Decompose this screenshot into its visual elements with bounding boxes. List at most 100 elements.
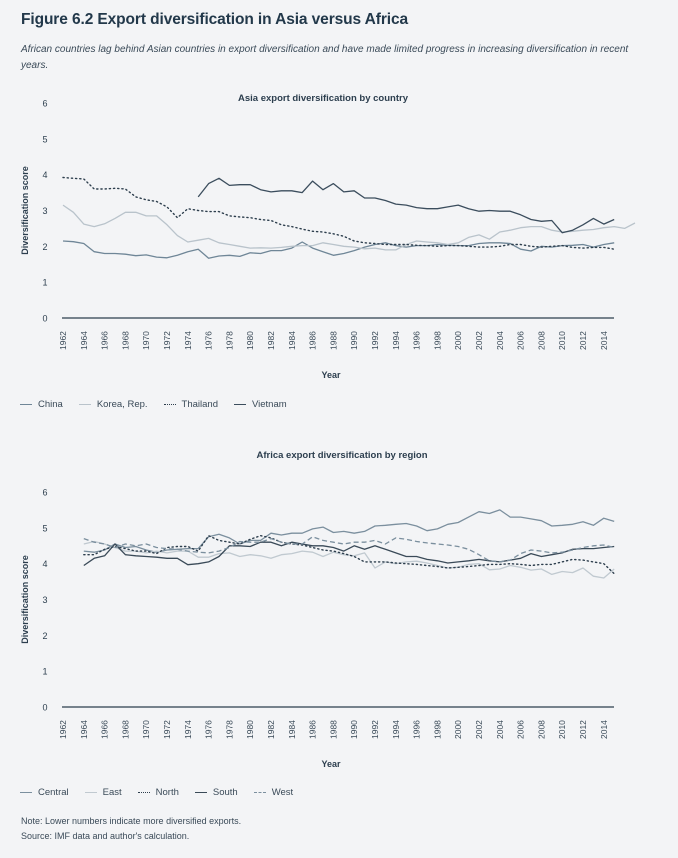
x-tick-label: 1978 — [224, 720, 234, 739]
x-tick-label: 1968 — [120, 331, 130, 350]
chart-title: Africa export diversification by region — [256, 450, 427, 461]
legend-label: China — [38, 399, 63, 410]
series-line-vietnam — [197, 177, 615, 234]
x-tick-label: 1982 — [266, 331, 276, 350]
legend-swatch — [20, 792, 32, 793]
x-tick-label: 1986 — [308, 331, 318, 350]
x-tick-label: 2010 — [557, 331, 567, 350]
legend-item-central: Central — [20, 787, 69, 798]
legend-label: East — [102, 787, 122, 798]
x-tick-label: 2002 — [474, 331, 484, 350]
x-tick-label: 1972 — [162, 331, 172, 350]
x-tick-label: 1976 — [204, 331, 214, 350]
x-tick-label: 2006 — [516, 720, 526, 739]
x-tick-label: 1988 — [328, 331, 338, 350]
legend-item-korea-rep: Korea, Rep. — [78, 399, 148, 410]
x-tick-label: 2002 — [474, 720, 484, 739]
series-line-korea-rep — [62, 204, 636, 251]
x-tick-label: 1962 — [58, 720, 68, 739]
x-tick-label: 1970 — [141, 720, 151, 739]
series-line-thailand — [62, 176, 615, 250]
x-tick-label: 1998 — [432, 720, 442, 739]
x-tick-label: 2006 — [516, 331, 526, 350]
series-line-china — [62, 240, 615, 259]
legend-item-east: East — [84, 787, 122, 798]
x-tick-label: 2014 — [599, 720, 609, 739]
y-tick-label: 4 — [42, 559, 47, 569]
x-tick-label: 1994 — [391, 720, 401, 739]
legend-swatch — [194, 792, 207, 793]
x-tick-label: 1986 — [308, 720, 318, 739]
y-tick-label: 1 — [42, 667, 47, 677]
x-tick-label: 1964 — [79, 720, 89, 739]
x-tick-label: 1964 — [79, 331, 89, 350]
figure-title: Figure 6.2 Export diversification in Asi… — [21, 11, 409, 28]
series-line-south — [83, 541, 615, 567]
x-tick-label: 2004 — [495, 720, 505, 739]
legend-item-west: West — [253, 787, 294, 798]
y-axis-label: Diversification score — [20, 166, 30, 255]
legend-item-china: China — [20, 399, 63, 410]
legend-swatch — [233, 404, 246, 405]
x-tick-label: 1972 — [162, 720, 172, 739]
x-tick-label: 2014 — [599, 331, 609, 350]
x-tick-label: 1976 — [204, 720, 214, 739]
x-tick-label: 1996 — [412, 331, 422, 350]
series-line-east — [83, 540, 615, 579]
y-tick-label: 5 — [42, 134, 47, 144]
x-tick-label: 1990 — [349, 720, 359, 739]
x-tick-label: 1994 — [391, 331, 401, 350]
legend-label: Central — [38, 787, 69, 798]
legend-swatch — [78, 404, 91, 405]
x-tick-label: 1996 — [412, 720, 422, 739]
x-tick-label: 1990 — [349, 331, 359, 350]
x-tick-label: 1974 — [183, 720, 193, 739]
x-tick-label: 2012 — [578, 331, 588, 350]
x-tick-label: 1998 — [432, 331, 442, 350]
x-tick-label: 2010 — [557, 720, 567, 739]
legend-label: South — [212, 787, 238, 798]
x-tick-label: 1982 — [266, 720, 276, 739]
legend-swatch — [137, 792, 150, 793]
series-line-north — [83, 535, 615, 575]
legend-swatch — [20, 404, 32, 405]
x-tick-label: 1966 — [100, 720, 110, 739]
y-tick-label: 5 — [42, 523, 47, 533]
x-tick-label: 1992 — [370, 720, 380, 739]
x-tick-label: 1970 — [141, 331, 151, 350]
legend-swatch — [84, 792, 97, 793]
x-tick-label: 1974 — [183, 331, 193, 350]
x-axis-label: Year — [321, 370, 341, 380]
x-tick-label: 1980 — [245, 720, 255, 739]
x-tick-label: 1978 — [224, 331, 234, 350]
x-tick-label: 2012 — [578, 720, 588, 739]
y-tick-label: 1 — [42, 278, 47, 288]
y-tick-label: 0 — [42, 703, 47, 713]
x-tick-label: 1988 — [328, 720, 338, 739]
y-tick-label: 3 — [42, 595, 47, 605]
x-tick-label: 1968 — [120, 720, 130, 739]
x-tick-label: 1992 — [370, 331, 380, 350]
legend-label: North — [155, 787, 179, 798]
x-tick-label: 2008 — [536, 720, 546, 739]
x-tick-label: 2000 — [453, 331, 463, 350]
legend-item-north: North — [137, 787, 179, 798]
legend-item-thailand: Thailand — [163, 399, 218, 410]
legend-swatch — [253, 792, 266, 793]
chart-title: Asia export diversification by country — [238, 93, 409, 104]
x-tick-label: 2004 — [495, 331, 505, 350]
x-tick-label: 1984 — [287, 331, 297, 350]
footer-source: Source: IMF data and author's calculatio… — [21, 831, 190, 841]
y-axis-label: Diversification score — [20, 555, 30, 644]
series-line-west — [83, 536, 615, 563]
y-tick-label: 3 — [42, 206, 47, 216]
legend-label: West — [271, 787, 294, 798]
legend-label: Korea, Rep. — [96, 399, 148, 410]
asia-chart: Asia export diversification by country Di… — [20, 93, 636, 380]
y-tick-label: 4 — [42, 170, 47, 180]
africa-legend: Central East North South West — [20, 787, 293, 798]
x-tick-label: 1966 — [100, 331, 110, 350]
legend-label: Vietnam — [251, 399, 287, 410]
x-tick-label: 1980 — [245, 331, 255, 350]
africa-chart: Africa export diversification by region D… — [20, 450, 615, 769]
